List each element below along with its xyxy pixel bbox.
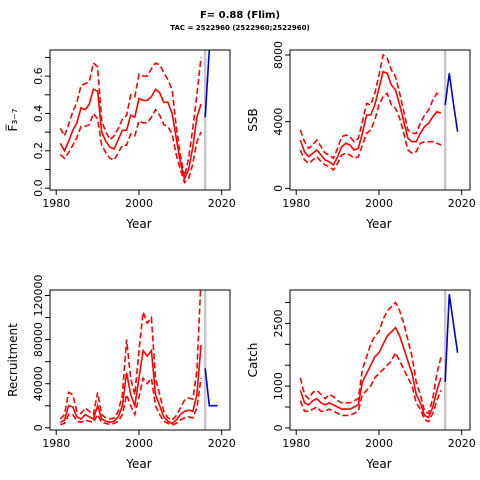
x-tick-label: 2020 [448, 197, 476, 210]
y-axis-label: SSB [246, 108, 260, 131]
panel-fbar: 1980 2000 2020 0.0 0.2 0.4 0.6 Year F̅₃₋₇ [5, 49, 236, 231]
y-tick-label: 0 [32, 424, 45, 431]
series-median [299, 326, 442, 419]
y-tick-label: 0 [272, 424, 285, 431]
series-upper-ci [299, 301, 442, 415]
series-lower-ci [299, 350, 442, 423]
figure-subtitle: TAC = 2522960 (2522960;2522960) [170, 24, 310, 32]
plot-frame [289, 289, 471, 431]
y-tick-label: 0.2 [32, 142, 45, 160]
series-median [299, 70, 442, 167]
plot-area-catch [299, 290, 459, 430]
x-tick-label: 1980 [42, 437, 70, 450]
y-tick-label: 1000 [272, 372, 285, 400]
series-projection [204, 50, 211, 118]
x-tick-label: 2020 [448, 437, 476, 450]
y-axis-label: F̅₃₋₇ [5, 108, 20, 131]
plot-area-ssb [299, 50, 459, 190]
x-tick-label: 2000 [125, 197, 153, 210]
x-tick-label: 2000 [365, 437, 393, 450]
y-tick-label: 4000 [272, 108, 285, 136]
series-upper-ci [59, 290, 202, 422]
x-axis-label: Year [365, 217, 391, 231]
figure-title: F= 0.88 (Flim) [199, 10, 281, 21]
plot-frame [49, 49, 231, 191]
series-lower-ci [59, 108, 202, 184]
y-tick-label: 0 [272, 185, 285, 192]
x-tick-label: 2020 [208, 197, 236, 210]
x-tick-label: 2000 [125, 437, 153, 450]
plot-area-fbar [59, 50, 211, 190]
x-axis-label: Year [125, 217, 151, 231]
y-tick-label: 2500 [272, 309, 285, 337]
x-axis-label: Year [365, 457, 391, 471]
y-axis-label: Recruitment [6, 323, 20, 397]
series-projection [444, 73, 459, 132]
series-median [59, 87, 202, 182]
panel-recruitment: 1980 2000 2020 0 40000 80000 120000 Year Recruit… [6, 275, 236, 471]
series-lower-ci [299, 91, 442, 172]
y-axis-label: Catch [246, 343, 260, 378]
y-tick-label: 0.6 [32, 67, 45, 85]
y-tick-label: 0.4 [32, 105, 45, 123]
x-tick-label: 1980 [282, 197, 310, 210]
plot-frame [49, 289, 231, 431]
series-projection [204, 368, 218, 407]
y-tick-label: 40000 [32, 366, 45, 401]
x-tick-label: 1980 [42, 197, 70, 210]
series-upper-ci [299, 53, 442, 160]
plot-area-recruitment [59, 290, 218, 430]
x-tick-label: 1980 [282, 437, 310, 450]
series-lower-ci [60, 376, 202, 426]
y-tick-label: 80000 [32, 322, 45, 357]
series-median [59, 345, 202, 425]
y-tick-label: 8000 [272, 41, 285, 69]
y-tick-label: 120000 [32, 275, 45, 317]
panel-catch: 1980 2000 2020 0 1000 2500 Year Catch [246, 289, 476, 471]
x-axis-label: Year [125, 457, 151, 471]
series-projection [444, 294, 459, 382]
series-upper-ci [59, 57, 202, 178]
panel-ssb: 1980 2000 2020 0 4000 8000 Year SSB [246, 41, 476, 231]
plot-frame [289, 49, 471, 191]
x-tick-label: 2000 [365, 197, 393, 210]
x-tick-label: 2020 [208, 437, 236, 450]
y-tick-label: 0.0 [32, 179, 45, 197]
